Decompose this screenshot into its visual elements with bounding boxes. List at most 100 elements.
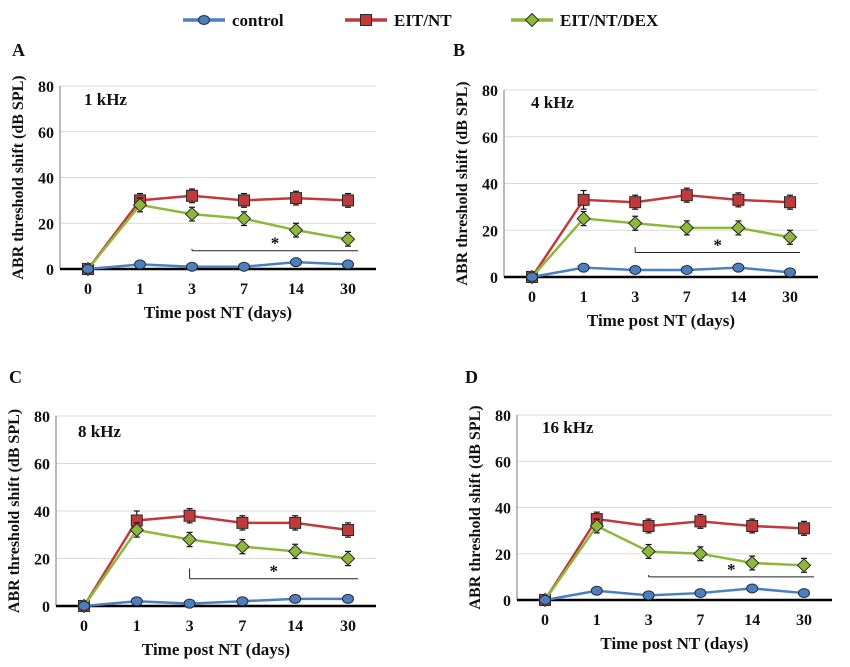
data-point: [183, 598, 196, 609]
data-point: [78, 601, 90, 611]
data-point: [342, 593, 354, 604]
series-control: [82, 257, 354, 274]
chart-panel-d: 0 20 40 60 80 0 1 3 7 14 30 Time post NT (days) ABR …: [465, 367, 832, 653]
significance-star: *: [270, 562, 279, 581]
significance-bracket: *: [648, 560, 814, 579]
data-point: [539, 595, 551, 605]
y-tick-label: 80: [34, 409, 50, 426]
data-point: [577, 193, 590, 206]
y-tick-label: 60: [38, 125, 54, 142]
data-point: [236, 211, 252, 226]
data-point: [577, 262, 590, 273]
y-axis-label: ABR threshold shift (dB SPL): [454, 81, 471, 285]
x-tick-label: 3: [186, 618, 194, 635]
y-tick-label: 20: [482, 223, 498, 240]
series-line: [543, 524, 805, 601]
series-line: [82, 514, 349, 607]
y-tick-label: 20: [34, 552, 50, 569]
series-line: [87, 203, 349, 270]
data-point: [236, 596, 249, 607]
data-point: [290, 192, 302, 205]
legend-label: EIT/NT/DEX: [560, 11, 659, 30]
data-point: [287, 544, 303, 559]
data-point: [680, 189, 693, 202]
data-point: [629, 264, 642, 275]
legend: control EIT/NT EIT/NT/DEX: [183, 11, 659, 30]
data-point: [694, 515, 707, 528]
y-axis-label: ABR threshold shift (dB SPL): [6, 409, 23, 613]
x-tick-label: 0: [528, 289, 536, 306]
data-point: [732, 193, 745, 206]
significance-star: *: [271, 234, 280, 253]
series-control: [539, 583, 810, 605]
x-tick-label: 30: [796, 612, 812, 629]
series-eit-nt-dex: [524, 210, 798, 285]
y-tick-label: 40: [495, 501, 511, 518]
series-line: [82, 528, 349, 607]
x-tick-label: 1: [133, 618, 141, 635]
data-point: [82, 264, 94, 274]
series-line: [87, 260, 349, 271]
x-tick-label: 1: [580, 289, 588, 306]
x-tick-label: 14: [287, 618, 303, 635]
series-eit-nt-dex: [76, 522, 356, 614]
data-point: [784, 196, 796, 209]
chart-panel-a: 0 20 40 60 80 0 1 3 7 14 30 Time post NT (days) ABR …: [10, 40, 376, 322]
significance-star: *: [713, 235, 722, 254]
data-point: [342, 259, 354, 270]
chart-title: 8 kHz: [78, 422, 121, 441]
data-point: [796, 558, 812, 573]
data-point: [798, 522, 810, 535]
series-control: [526, 262, 796, 282]
data-point: [589, 518, 605, 534]
y-axis-label: ABR threshold shift (dB SPL): [10, 75, 27, 279]
data-point: [184, 206, 200, 222]
x-tick-label: 0: [541, 612, 549, 629]
data-point: [342, 194, 354, 207]
y-tick-label: 20: [38, 216, 54, 233]
x-tick-label: 14: [744, 612, 760, 629]
data-point: [746, 583, 759, 594]
x-tick-label: 1: [593, 612, 601, 629]
x-tick-label: 30: [782, 289, 798, 306]
panel-letter: B: [453, 40, 465, 60]
y-tick-label: 0: [503, 593, 511, 610]
y-tick-label: 40: [482, 177, 498, 194]
x-tick-label: 3: [645, 612, 653, 629]
data-point: [186, 189, 198, 202]
data-point: [129, 522, 145, 538]
data-point: [289, 593, 302, 604]
series-line: [530, 193, 791, 278]
chart-panel-b: 0 20 40 60 80 0 1 3 7 14 30 Time post NT (days) ABR …: [453, 40, 818, 330]
data-point: [590, 585, 603, 596]
x-tick-label: 7: [238, 618, 246, 635]
series-line: [83, 597, 348, 608]
y-tick-label: 60: [495, 454, 511, 471]
data-point: [679, 220, 695, 236]
y-tick-label: 80: [482, 83, 498, 100]
data-point: [288, 222, 304, 238]
y-tick-label: 80: [38, 79, 54, 96]
legend-label: EIT/NT: [394, 11, 452, 30]
data-point: [576, 211, 591, 226]
data-point: [186, 261, 198, 272]
data-point: [182, 532, 197, 547]
data-point: [784, 267, 796, 278]
significance-bracket: *: [189, 562, 358, 581]
x-tick-label: 14: [730, 289, 746, 306]
data-point: [340, 232, 356, 247]
x-tick-label: 7: [696, 612, 704, 629]
data-point: [130, 596, 143, 607]
chart-title: 1 kHz: [84, 90, 127, 109]
data-point: [132, 197, 148, 213]
data-point: [236, 516, 249, 529]
y-tick-label: 20: [495, 547, 511, 564]
data-point: [746, 520, 759, 532]
x-tick-label: 14: [288, 281, 304, 298]
data-point: [744, 555, 760, 571]
panel-letter: A: [12, 40, 25, 60]
x-tick-label: 30: [340, 618, 356, 635]
series-line: [544, 587, 805, 602]
significance-star: *: [727, 560, 736, 579]
chart-title: 16 kHz: [542, 418, 594, 437]
